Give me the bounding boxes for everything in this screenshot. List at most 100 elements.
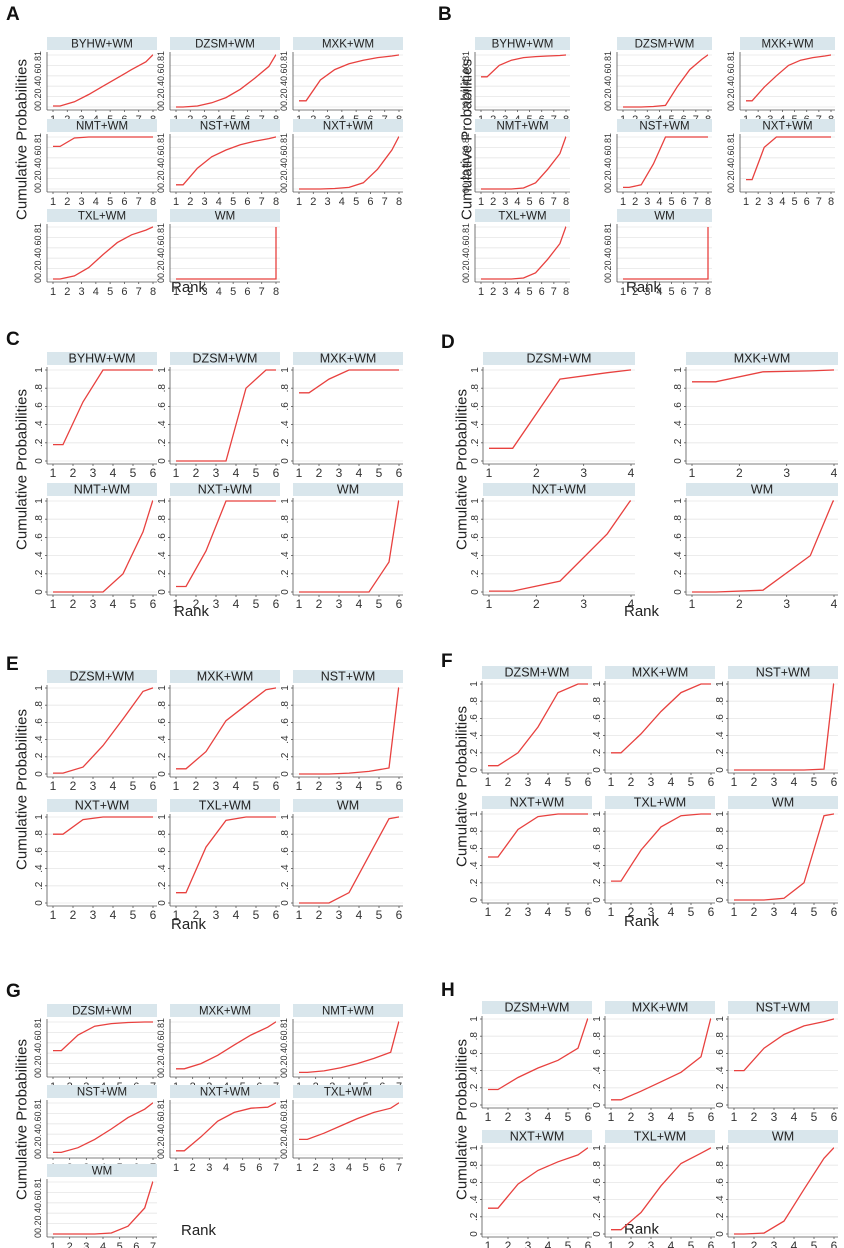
x-axis-label: Rank (171, 279, 207, 296)
x-tick-label: 5 (811, 1110, 818, 1124)
x-tick-label: 6 (273, 908, 280, 922)
y-tick-label: 1 (280, 814, 291, 820)
x-tick-label: 3 (767, 196, 773, 208)
y-tick-label: 1 (469, 1145, 480, 1151)
x-tick-label: 3 (90, 779, 97, 793)
x-tick-label: 2 (628, 905, 635, 919)
x-tick-label: 2 (632, 286, 638, 298)
subplot-nxt-wm: NXT+WM 0 .2 .4 .6 .8 1 1 2 3 4 5 6 (452, 1130, 592, 1248)
x-tick-label: 1 (173, 286, 179, 298)
series-line (489, 500, 631, 592)
y-tick-label: .6 (34, 402, 45, 411)
x-tick-label: 4 (110, 597, 117, 611)
x-tick-label: 2 (70, 597, 77, 611)
x-tick-label: 8 (396, 196, 402, 208)
subplot-svg: MXK+WM0.2.4.6.811 2 3 4 5 6 (280, 352, 403, 480)
x-tick-label: 2 (628, 1110, 635, 1124)
x-tick-label: 6 (244, 286, 250, 298)
x-tick-label: 6 (539, 286, 545, 298)
subplot-svg: NXT+WM 0 .2 .4 .6 .8 1 1 2 3 4 (470, 483, 635, 611)
x-axis-label: Rank (624, 913, 660, 930)
y-tick-label: 0 (157, 900, 168, 906)
subplot-wm: WM 00.20.40.60.81 1 2 3 4 5 6 7 8 (140, 209, 280, 303)
subplot-svg: NXT+WM 00.20.40.60.81 1 2 3 4 5 6 7 (156, 1085, 280, 1174)
y-tick-labels: 00.20.40.60.81 (156, 133, 166, 193)
x-tick-label: 2 (533, 466, 540, 480)
series-line (53, 500, 154, 593)
strip-title: MXK+WM (734, 352, 791, 366)
strip-title: DZSM+WM (527, 352, 592, 366)
x-tick-label: 7 (551, 196, 557, 208)
x-tick-label: 5 (811, 775, 818, 789)
strip-title: WM (751, 483, 773, 497)
x-tick-label: 5 (565, 1239, 572, 1248)
series-line (692, 500, 834, 593)
x-tick-label: 3 (580, 466, 587, 480)
y-tick-label: .8 (157, 515, 168, 524)
x-tick-label: 5 (811, 1239, 818, 1248)
x-tick-label: 5 (130, 779, 137, 793)
x-axis-label: Rank (181, 1222, 217, 1239)
y-tick-label: .4 (715, 731, 726, 740)
x-tick-label: 4 (110, 466, 117, 480)
x-tick-label: 2 (64, 196, 70, 208)
y-tick-label: .8 (34, 830, 45, 839)
y-tick-label: .8 (469, 697, 480, 706)
x-tick-label: 3 (644, 286, 650, 298)
y-tick-label: 1 (157, 498, 168, 504)
y-tick-label: 0 (157, 458, 168, 464)
x-tick-label: 1 (689, 597, 696, 611)
subplot-txl-wm: TXL+WM 0.2.4.6.8 1 1 2 3 4 5 6 (140, 799, 280, 927)
x-tick-label: 1 (485, 1110, 492, 1124)
strip-title: DZSM+WM (193, 352, 258, 366)
x-tick-label: 4 (346, 1162, 352, 1174)
series-line (623, 54, 709, 108)
x-tick-label: 4 (100, 1241, 106, 1248)
series-line (299, 687, 400, 775)
x-tick-label: 1 (620, 196, 626, 208)
subplot-wm: WM 0 .2 .4 .6 .8 1 1 2 3 4 5 6 (698, 1130, 838, 1248)
x-tick-label: 8 (273, 196, 279, 208)
y-tick-label: 1 (469, 1016, 480, 1022)
y-tick-label: .2 (715, 1212, 726, 1221)
y-tick-label: .6 (34, 533, 45, 542)
x-tick-label: 4 (110, 779, 117, 793)
strip-title: NXT+WM (323, 121, 373, 133)
strip-title: DZSM+WM (505, 666, 570, 680)
y-tick-label: 0 (280, 900, 291, 906)
subplot-dzsm-wm: DZSM+WM 0.2.4.6.8 1 1 2 3 4 5 6 (452, 1001, 592, 1129)
x-tick-label: 4 (779, 196, 785, 208)
y-tick-label: .8 (280, 384, 291, 393)
x-tick-label: 2 (751, 1239, 758, 1248)
x-tick-label: 4 (668, 1239, 675, 1248)
y-tick-label: 1 (592, 811, 603, 817)
y-tick-labels: 00.20.40.60.81 (603, 51, 613, 111)
strip-title: NXT+WM (532, 483, 587, 497)
strip-header (47, 209, 157, 222)
y-tick-label: .6 (157, 847, 168, 856)
subplot-nxt-wm: NXT+WM 0 .2 .4 .6 .8 1 1 2 3 4 (453, 483, 635, 616)
y-tick-label: .6 (280, 847, 291, 856)
x-tick-label: 5 (565, 905, 572, 919)
y-tick-label: 1 (34, 367, 45, 373)
x-tick-label: 3 (648, 1110, 655, 1124)
strip-header (475, 119, 570, 132)
x-tick-label: 3 (771, 905, 778, 919)
y-tick-labels: 00.20.40.60.81 (33, 133, 43, 193)
x-tick-label: 4 (514, 286, 520, 298)
strip-header (740, 119, 835, 132)
x-tick-label: 6 (273, 779, 280, 793)
x-tick-label: 2 (70, 908, 77, 922)
x-tick-label: 1 (478, 196, 484, 208)
y-tick-label: 0 (34, 771, 45, 777)
x-tick-label: 5 (688, 775, 695, 789)
y-tick-label: .4 (469, 1195, 480, 1204)
y-tick-label: .8 (673, 515, 684, 524)
strip-header (170, 119, 280, 132)
x-tick-label: 6 (831, 905, 838, 919)
subplot-svg: TXL+WM0.2.4.6.811 2 3 4 5 6 (592, 796, 715, 919)
x-tick-label: 7 (816, 196, 822, 208)
y-tick-label: .8 (34, 701, 45, 710)
